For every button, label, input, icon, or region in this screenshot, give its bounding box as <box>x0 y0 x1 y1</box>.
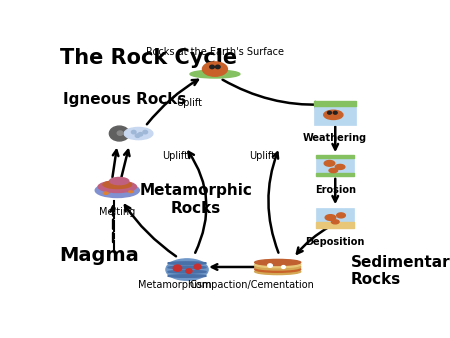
Ellipse shape <box>168 275 206 277</box>
Text: Igneous Rocks: Igneous Rocks <box>63 92 187 106</box>
Text: Rocks at the Earth's Surface: Rocks at the Earth's Surface <box>146 47 284 57</box>
Text: The Rock Cycle: The Rock Cycle <box>60 48 237 68</box>
Ellipse shape <box>325 215 336 220</box>
Ellipse shape <box>255 259 301 265</box>
Ellipse shape <box>255 269 301 274</box>
Text: Deposition: Deposition <box>306 237 365 247</box>
Ellipse shape <box>331 220 339 224</box>
Ellipse shape <box>255 262 301 268</box>
Circle shape <box>333 111 337 114</box>
Circle shape <box>135 134 140 138</box>
Ellipse shape <box>95 183 140 197</box>
Ellipse shape <box>324 161 335 166</box>
Text: Erosion: Erosion <box>315 185 356 195</box>
Ellipse shape <box>168 262 206 264</box>
Circle shape <box>173 265 182 271</box>
Ellipse shape <box>104 192 108 194</box>
Ellipse shape <box>255 264 301 270</box>
Circle shape <box>282 266 285 268</box>
Text: Uplift: Uplift <box>249 151 275 161</box>
Ellipse shape <box>168 270 206 273</box>
Circle shape <box>117 131 123 135</box>
Ellipse shape <box>329 168 338 173</box>
Text: Metamorphic
Rocks: Metamorphic Rocks <box>140 183 252 216</box>
FancyBboxPatch shape <box>316 222 355 228</box>
Ellipse shape <box>202 62 227 76</box>
Circle shape <box>186 269 192 273</box>
Ellipse shape <box>337 213 345 218</box>
Ellipse shape <box>190 70 240 78</box>
Circle shape <box>194 264 201 269</box>
Ellipse shape <box>168 266 206 269</box>
FancyBboxPatch shape <box>316 156 355 176</box>
FancyBboxPatch shape <box>316 173 355 176</box>
FancyBboxPatch shape <box>314 103 356 125</box>
Text: Metamorphism: Metamorphism <box>138 280 212 290</box>
Text: Uplift: Uplift <box>162 151 188 161</box>
Ellipse shape <box>335 164 345 169</box>
Ellipse shape <box>324 110 343 120</box>
Circle shape <box>328 111 331 114</box>
Text: Magma: Magma <box>60 246 140 265</box>
Ellipse shape <box>110 177 129 185</box>
Text: Weathering: Weathering <box>303 133 367 143</box>
Text: Uplift: Uplift <box>176 98 202 108</box>
FancyBboxPatch shape <box>316 208 355 228</box>
Text: Sedimentary
Rocks: Sedimentary Rocks <box>351 255 450 287</box>
Ellipse shape <box>166 259 208 280</box>
Ellipse shape <box>103 181 132 189</box>
Circle shape <box>138 132 143 136</box>
Circle shape <box>210 65 214 69</box>
Circle shape <box>131 130 136 134</box>
Ellipse shape <box>98 181 136 192</box>
Circle shape <box>216 65 220 69</box>
Circle shape <box>143 130 148 134</box>
Ellipse shape <box>129 191 133 193</box>
FancyBboxPatch shape <box>316 155 355 158</box>
Ellipse shape <box>124 127 153 140</box>
Text: Melting: Melting <box>99 207 135 217</box>
Circle shape <box>109 126 129 141</box>
Text: Compaction/Cementation: Compaction/Cementation <box>189 280 314 290</box>
FancyBboxPatch shape <box>314 100 356 105</box>
Circle shape <box>268 264 272 267</box>
Ellipse shape <box>255 266 301 272</box>
